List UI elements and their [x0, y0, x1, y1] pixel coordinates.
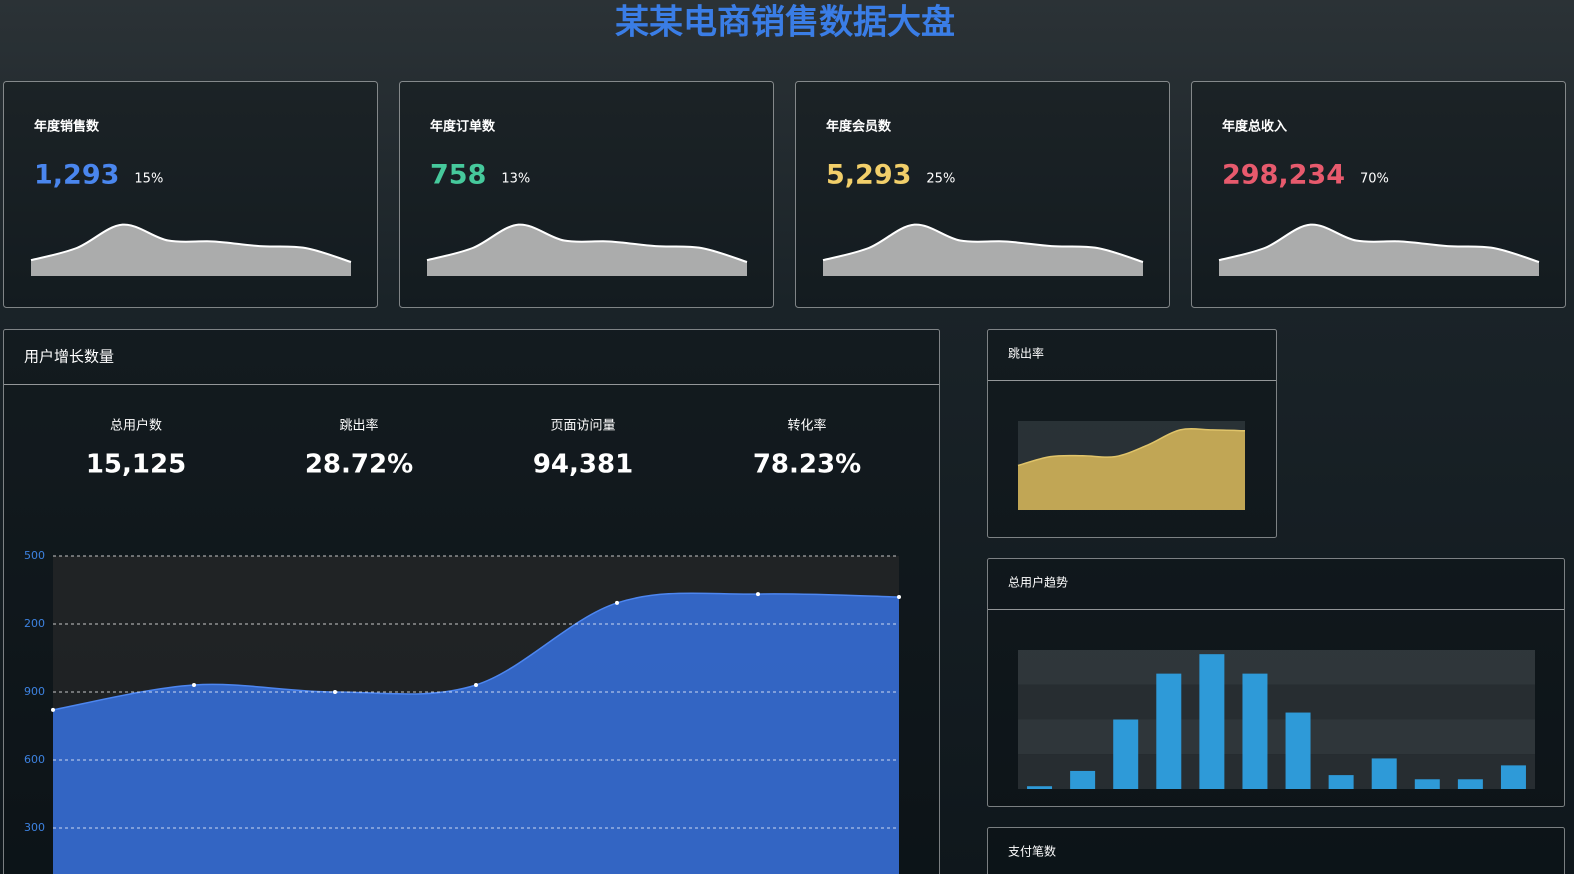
area [1018, 428, 1245, 510]
area [823, 224, 1143, 276]
kpi-label: 年度销售数 [34, 119, 100, 135]
kpi-label: 年度会员数 [826, 119, 892, 135]
kpi-change: 70% [1360, 172, 1389, 187]
page-title: 某某电商销售数据大盘 [615, 3, 955, 43]
bar [1027, 786, 1053, 789]
stat-value: 78.23% [753, 450, 861, 480]
kpi-value: 298,234 [1222, 160, 1345, 191]
area-line [1017, 428, 1246, 467]
point [51, 707, 55, 712]
stat-label: 页面访问量 [550, 419, 615, 434]
bar [1199, 654, 1225, 789]
area-line [1218, 223, 1540, 263]
point [192, 682, 196, 687]
kpi-value: 758 [430, 160, 486, 191]
bar [1285, 712, 1311, 789]
point [615, 600, 619, 605]
stat-value: 28.72% [305, 450, 413, 480]
kpi-change: 15% [134, 172, 163, 187]
y-tick-label: 600 [24, 753, 45, 766]
bar [1457, 779, 1483, 789]
payment-panel [987, 827, 1565, 874]
bar [1500, 765, 1526, 789]
area [427, 224, 747, 276]
panel-title: 总用户趋势 [1008, 575, 1068, 590]
plot-band [1018, 684, 1535, 720]
stat-value: 94,381 [533, 450, 633, 480]
area-line [30, 223, 352, 263]
area-line [426, 223, 748, 263]
bar [1156, 673, 1182, 789]
area [53, 593, 899, 874]
bar [1371, 758, 1397, 789]
y-tick-label: 200 [24, 617, 45, 630]
kpi-change: 25% [926, 172, 955, 187]
bar [1328, 775, 1354, 789]
area [31, 224, 351, 276]
kpi-label: 年度订单数 [430, 119, 496, 135]
panel-title: 用户增长数量 [24, 348, 114, 366]
panel-title: 跳出率 [1008, 346, 1044, 361]
kpi-value: 1,293 [34, 160, 119, 191]
plot-band [1018, 754, 1535, 789]
point [756, 592, 760, 597]
point [897, 595, 901, 600]
bar [1242, 673, 1268, 789]
kpi-label: 年度总收入 [1222, 119, 1287, 135]
plot-band [1018, 719, 1535, 755]
bar [1414, 779, 1440, 789]
point [474, 682, 478, 687]
kpi-value: 5,293 [826, 160, 911, 191]
y-tick-label: 900 [24, 685, 45, 698]
stat-label: 跳出率 [339, 418, 378, 434]
stat-value: 15,125 [86, 450, 186, 480]
area [1219, 224, 1539, 276]
kpi-change: 13% [501, 172, 530, 187]
plot-band [1018, 650, 1535, 685]
stat-label: 总用户数 [110, 418, 162, 434]
area-line [822, 223, 1144, 263]
bar [1070, 770, 1096, 789]
stat-label: 转化率 [787, 418, 826, 434]
y-tick-label: 300 [24, 821, 45, 834]
bar [1113, 719, 1139, 789]
y-tick-label: 500 [24, 549, 45, 562]
panel-title: 支付笔数 [1008, 844, 1056, 859]
